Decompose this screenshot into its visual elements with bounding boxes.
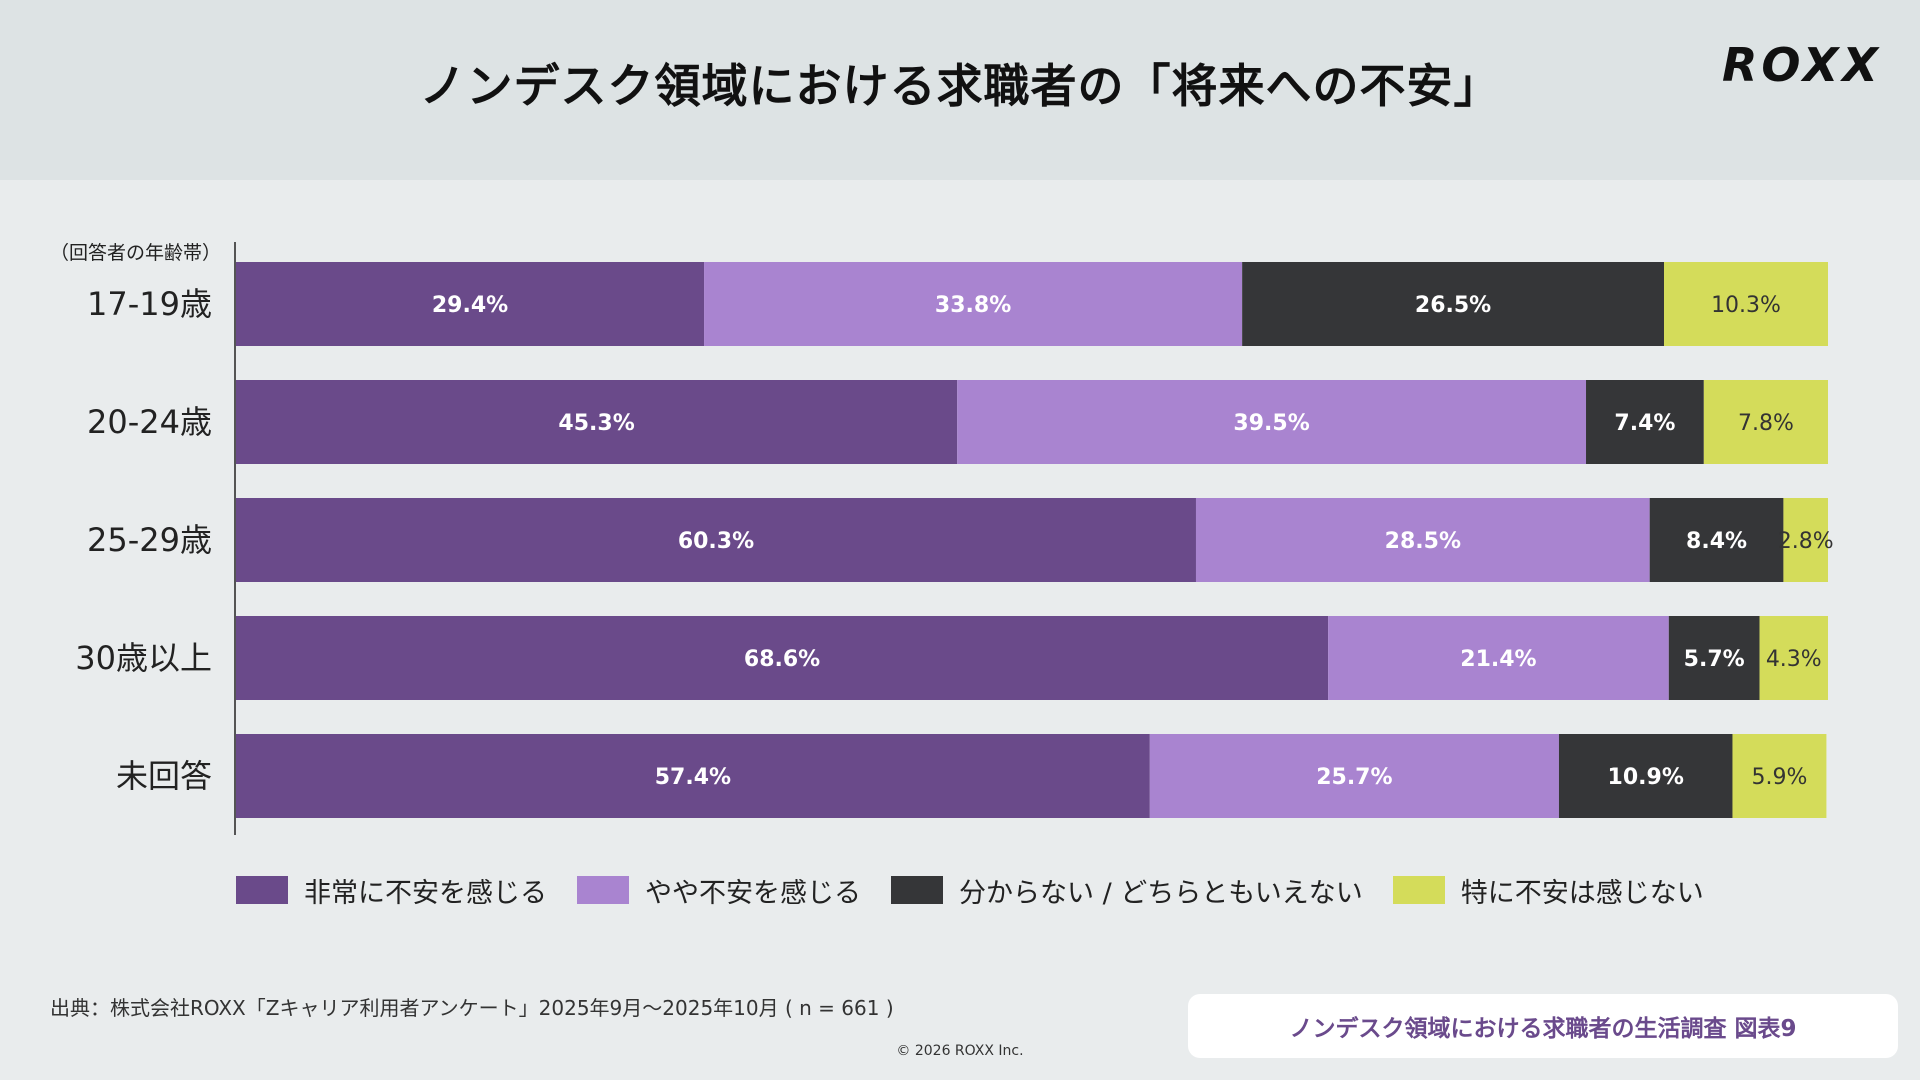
bar-segment	[1328, 616, 1669, 700]
legend-swatch	[1392, 876, 1445, 904]
data-label: 4.3%	[1766, 647, 1822, 672]
bar-segment	[236, 616, 1329, 700]
legend-label: やや不安を感じる	[645, 877, 861, 909]
legend-item-not-anxious: 特に不安は感じない	[1392, 871, 1704, 910]
bar-segment	[1732, 734, 1827, 818]
legend: 非常に不安を感じる やや不安を感じる 分からない / どちらともいえない 特に不…	[236, 870, 1734, 910]
source-note: 出典：株式会社ROXX「Zキャリア利用者アンケート」2025年9月〜2025年1…	[50, 996, 894, 1020]
data-label: 5.7%	[1684, 647, 1745, 672]
bar-segment	[236, 262, 705, 346]
bar-segment	[1759, 616, 1828, 700]
data-label: 45.3%	[558, 411, 634, 436]
data-label: 25.7%	[1316, 765, 1392, 790]
data-label: 21.4%	[1460, 647, 1536, 672]
bar-segment	[1149, 734, 1559, 818]
bar-segment	[1664, 262, 1828, 346]
bar-segment	[1195, 498, 1650, 582]
category-label: 20-24歳	[87, 403, 212, 441]
data-label: 7.8%	[1738, 411, 1794, 436]
y-axis-caption: （回答者の年齢帯）	[50, 242, 222, 264]
bar-segment	[704, 262, 1243, 346]
page-title: ノンデスク領域における求職者の「将来への不安」	[419, 59, 1501, 113]
roxx-logo: ROXX	[1722, 38, 1882, 92]
data-label: 60.3%	[678, 529, 754, 554]
legend-label: 特に不安は感じない	[1460, 877, 1704, 909]
data-label: 2.8%	[1778, 529, 1834, 554]
figure-caption-box: ノンデスク領域における求職者の生活調査 図表9	[1188, 994, 1898, 1058]
legend-item-neutral: 分からない / どちらともいえない	[891, 871, 1363, 910]
bar-segment	[1783, 498, 1828, 582]
data-label: 28.5%	[1385, 529, 1461, 554]
data-label: 7.4%	[1614, 411, 1675, 436]
category-label: 17-19歳	[87, 285, 212, 323]
copyright: © 2026 ROXX Inc.	[896, 1043, 1024, 1059]
data-label: 68.6%	[744, 647, 820, 672]
data-label: 26.5%	[1415, 293, 1491, 318]
legend-label: 非常に不安を感じる	[304, 877, 547, 909]
bar-segment	[1668, 616, 1760, 700]
data-label: 5.9%	[1751, 765, 1807, 790]
data-label: 39.5%	[1233, 411, 1309, 436]
figure-label: ノンデスク領域における求職者の生活調査 図表9	[1289, 1016, 1797, 1042]
legend-item-somewhat-anxious: やや不安を感じる	[577, 871, 861, 910]
data-label: 57.4%	[655, 765, 731, 790]
data-label: 29.4%	[432, 293, 508, 318]
legend-swatch	[891, 876, 943, 904]
bar-segment	[1558, 734, 1733, 818]
bar-segment	[957, 380, 1587, 464]
data-label: 8.4%	[1686, 529, 1747, 554]
chart-area: （回答者の年齢帯） 17-19歳 29.4% 33.8% 26.5% 10.3% 20-2…	[0, 180, 1920, 909]
data-label: 10.9%	[1608, 765, 1684, 790]
bar-segment	[236, 734, 1150, 818]
stacked-bar-chart: 17-19歳 29.4% 33.8% 26.5% 10.3% 20-24歳 45.3% 39.…	[75, 242, 1834, 835]
legend-swatch	[577, 876, 629, 904]
bar-segment	[236, 380, 958, 464]
legend-label: 分からない / どちらともいえない	[959, 877, 1363, 909]
legend-swatch	[236, 876, 288, 904]
bar-segment	[1649, 498, 1784, 582]
data-label: 10.3%	[1711, 293, 1781, 318]
category-label: 30歳以上	[75, 639, 212, 677]
category-label: 25-29歳	[87, 521, 212, 559]
category-label: 未回答	[116, 757, 212, 795]
header-band: ノンデスク領域における求職者の「将来への不安」 ROXX	[0, 0, 1920, 180]
data-label: 33.8%	[935, 293, 1011, 318]
bar-segment	[1586, 380, 1704, 464]
legend-item-very-anxious: 非常に不安を感じる	[236, 871, 547, 910]
bar-segment	[1242, 262, 1665, 346]
bar-segment	[236, 498, 1196, 582]
bar-segment	[1703, 380, 1828, 464]
